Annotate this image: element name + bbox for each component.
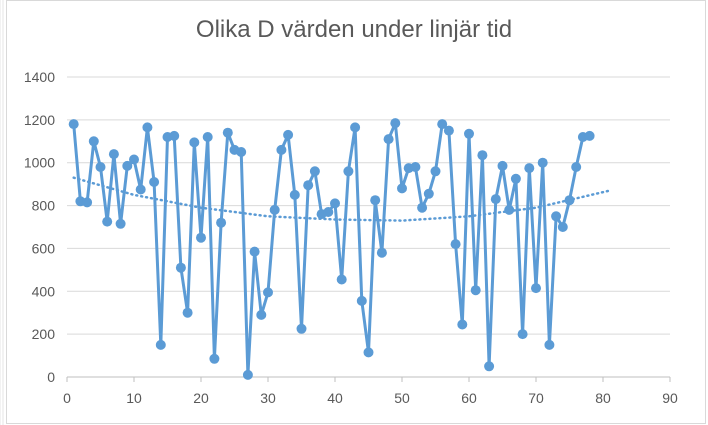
data-point-14: [155, 339, 166, 350]
data-series: [72, 121, 590, 377]
y-tick-label-0: 0: [47, 369, 55, 385]
data-point-36: [303, 180, 314, 191]
data-point-11: [135, 184, 146, 195]
data-point-20: [196, 232, 206, 243]
data-point-61: [470, 285, 481, 296]
data-point-19: [189, 137, 200, 148]
data-point-75: [564, 195, 575, 206]
data-point-62: [477, 150, 488, 161]
data-point-54: [423, 188, 434, 199]
data-point-26: [236, 147, 247, 157]
chart-title: Olika D värden under linjär tid: [195, 16, 513, 43]
x-axis-tick-labels: 0 10 20 30 40 50 60 70 80 90: [63, 390, 678, 406]
x-tick-label-10: 10: [126, 390, 142, 406]
x-tick-label-40: 40: [327, 390, 343, 406]
y-tick-label-200: 200: [32, 326, 56, 342]
data-point-48: [383, 134, 394, 145]
data-point-39: [323, 207, 334, 217]
data-point-70: [531, 283, 541, 294]
data-point-21: [202, 132, 213, 142]
x-tick-label-50: 50: [394, 390, 410, 406]
data-point-12: [142, 122, 153, 133]
data-point-59: [457, 319, 468, 330]
axes: [66, 376, 671, 382]
y-tick-label-1000: 1000: [24, 155, 55, 171]
data-point-78: [584, 130, 595, 141]
data-point-58: [450, 239, 461, 250]
x-tick-label-30: 30: [260, 390, 276, 406]
y-tick-label-1400: 1400: [24, 69, 55, 85]
data-point-3: [82, 197, 93, 208]
data-point-4: [88, 136, 99, 147]
data-point-23: [216, 217, 227, 228]
data-point-73: [551, 211, 562, 222]
data-point-30: [263, 287, 273, 298]
x-tick-label-0: 0: [63, 390, 71, 406]
data-point-22: [209, 353, 220, 364]
y-tick-label-800: 800: [32, 198, 56, 214]
y-tick-label-400: 400: [32, 283, 56, 299]
data-point-64: [490, 194, 501, 205]
data-point-44: [356, 295, 367, 306]
data-point-50: [397, 183, 407, 194]
data-point-68: [517, 329, 528, 340]
data-point-66: [504, 204, 515, 215]
data-point-60: [464, 128, 474, 139]
data-point-27: [242, 369, 253, 380]
data-point-28: [249, 246, 260, 257]
data-point-33: [283, 129, 294, 140]
y-tick-label-1200: 1200: [24, 112, 55, 128]
data-point-10: [129, 154, 139, 165]
series-line-0: [72, 121, 590, 377]
y-tick-label-600: 600: [32, 240, 56, 256]
data-point-49: [390, 118, 401, 129]
data-point-43: [350, 122, 361, 133]
data-point-37: [309, 166, 320, 177]
data-point-63: [484, 361, 495, 372]
data-point-34: [289, 189, 300, 200]
data-point-29: [256, 309, 267, 320]
x-tick-label-80: 80: [595, 390, 611, 406]
data-point-24: [222, 127, 233, 138]
data-point-41: [336, 274, 347, 285]
data-point-7: [108, 149, 119, 160]
x-tick-label-20: 20: [193, 390, 209, 406]
data-point-42: [343, 166, 354, 177]
data-point-18: [182, 307, 193, 318]
data-point-74: [557, 222, 568, 232]
data-point-40: [330, 198, 340, 209]
data-point-67: [510, 173, 521, 184]
data-point-45: [363, 347, 374, 358]
data-point-13: [149, 177, 160, 187]
data-point-76: [571, 162, 582, 172]
data-point-47: [376, 247, 387, 258]
x-tick-label-70: 70: [528, 390, 544, 406]
data-point-8: [115, 218, 126, 229]
data-point-5: [95, 162, 106, 172]
data-point-69: [524, 163, 535, 174]
data-points: [68, 118, 595, 380]
x-tick-label-90: 90: [662, 390, 678, 406]
data-point-9: [122, 160, 133, 171]
data-point-53: [417, 202, 428, 213]
data-point-55: [430, 166, 441, 177]
data-point-32: [276, 144, 287, 155]
x-tick-label-60: 60: [461, 390, 477, 406]
data-point-31: [269, 204, 280, 215]
data-point-17: [175, 262, 186, 273]
data-point-16: [169, 130, 180, 141]
data-point-72: [544, 339, 555, 350]
data-point-46: [370, 195, 381, 206]
y-axis-tick-labels: 0 200 400 600 800 1000 1200 1400: [24, 69, 55, 385]
data-point-56: [437, 119, 448, 130]
data-point-35: [296, 323, 307, 334]
data-point-52: [410, 162, 421, 172]
data-point-1: [68, 119, 79, 130]
data-point-57: [443, 125, 454, 136]
data-point-71: [537, 157, 548, 168]
data-point-65: [497, 160, 508, 171]
data-point-6: [102, 216, 113, 227]
